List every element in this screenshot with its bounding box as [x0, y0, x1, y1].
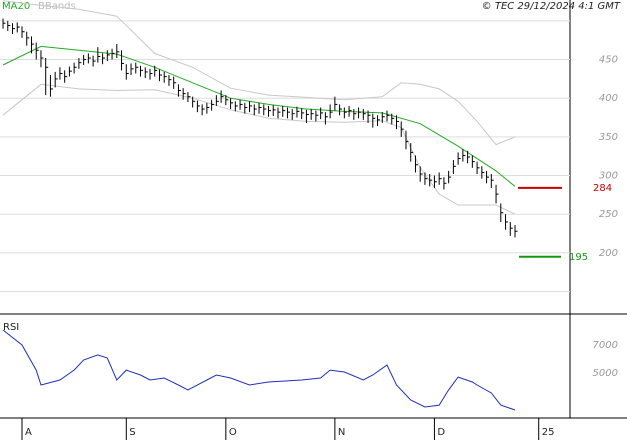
- y-tick-label: 400: [599, 93, 618, 104]
- y-tick-label: 7000: [593, 340, 618, 351]
- legend-ma: MA20: [2, 1, 30, 12]
- bband-upper: [2, 0, 516, 146]
- y-tick-label: 350: [599, 132, 618, 143]
- x-tick-label: D: [437, 427, 445, 438]
- y-tick-label: 5000: [593, 368, 618, 379]
- rsi-title: RSI: [3, 322, 19, 333]
- rsi-line: [2, 329, 516, 411]
- legend-bb: BBands: [38, 1, 76, 12]
- level-label: 284: [593, 183, 612, 194]
- source: © TEC 29/12/2024 4:1 GMT: [482, 1, 621, 12]
- x-tick-label: 25: [542, 427, 555, 438]
- x-tick-label: O: [229, 427, 237, 438]
- y-tick-label: 250: [599, 209, 618, 220]
- x-tick-label: N: [338, 427, 345, 438]
- x-tick-label: S: [129, 427, 135, 438]
- y-tick-label: 200: [599, 248, 618, 259]
- x-tick-label: A: [25, 427, 32, 438]
- y-tick-label: 450: [599, 55, 618, 66]
- level-label: 195: [569, 252, 588, 263]
- y-tick-label: 300: [599, 171, 618, 182]
- ma-line: [2, 45, 516, 187]
